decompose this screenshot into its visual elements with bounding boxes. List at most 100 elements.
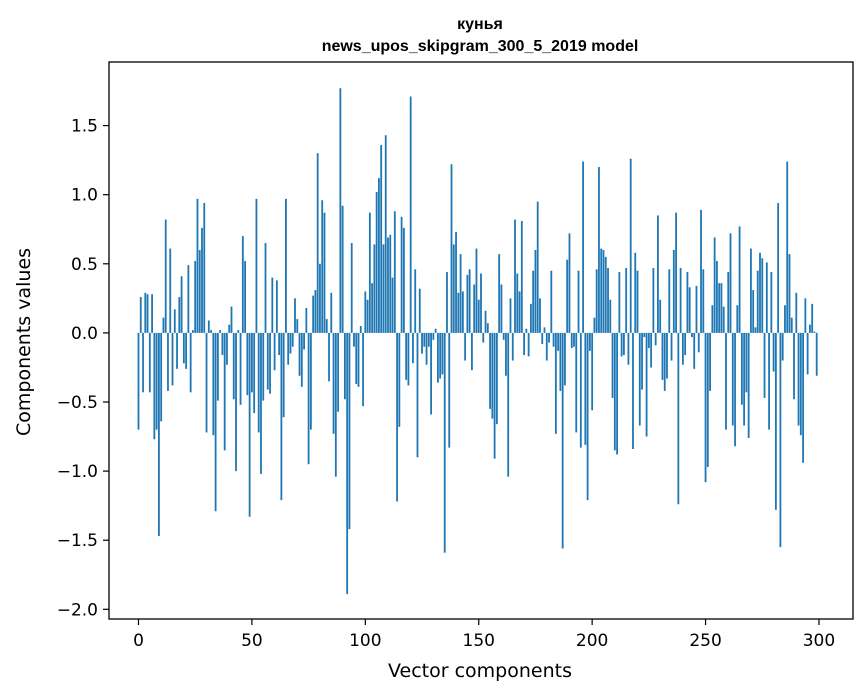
- bar: [623, 332, 625, 356]
- bar: [806, 332, 809, 375]
- bar: [246, 332, 249, 396]
- bar: [396, 332, 398, 502]
- bar: [793, 332, 795, 400]
- bar: [618, 272, 621, 333]
- bar: [407, 332, 410, 386]
- bar: [611, 332, 614, 398]
- bar: [237, 330, 240, 333]
- bar: [768, 332, 770, 430]
- y-tick-label: −0.5: [57, 393, 98, 413]
- y-tick-label: 1.5: [71, 117, 98, 137]
- bar: [532, 270, 535, 333]
- bar: [593, 317, 596, 333]
- bar: [545, 332, 548, 361]
- bar: [139, 296, 142, 333]
- bar: [244, 261, 246, 333]
- bar: [412, 332, 414, 364]
- bar: [554, 332, 557, 434]
- bar: [616, 332, 618, 455]
- bar: [273, 332, 276, 371]
- bar: [784, 305, 786, 333]
- bar: [368, 212, 371, 333]
- x-tick-label: 50: [241, 631, 263, 651]
- bar: [761, 258, 764, 333]
- bar: [455, 232, 457, 333]
- x-tick-label: 0: [133, 631, 144, 651]
- bar: [559, 332, 562, 391]
- bar: [811, 303, 814, 333]
- bar: [180, 276, 183, 333]
- bar: [702, 269, 705, 333]
- bar: [530, 303, 532, 333]
- bar: [643, 332, 646, 338]
- bar: [539, 298, 541, 333]
- bar: [716, 261, 718, 333]
- bar: [421, 332, 423, 354]
- bar: [720, 283, 723, 333]
- bar: [636, 270, 639, 333]
- bar: [155, 332, 158, 430]
- bar: [550, 270, 553, 333]
- bar: [668, 269, 671, 333]
- bar: [321, 200, 324, 333]
- bar: [398, 332, 401, 427]
- bar: [566, 259, 569, 333]
- bar: [164, 219, 167, 333]
- bar: [364, 291, 367, 333]
- bar: [441, 332, 444, 375]
- bar: [484, 310, 487, 333]
- bar: [212, 332, 215, 436]
- bar: [641, 332, 643, 390]
- bar: [137, 332, 140, 430]
- bar: [473, 284, 476, 333]
- bar: [688, 287, 691, 333]
- axis-ticks: 0 50 100 150 200 250 300 −2.0 −1.5 −1.0 −0.5 0.0 0.5…: [57, 117, 835, 651]
- bar: [525, 328, 528, 333]
- bar: [271, 277, 274, 333]
- bar: [182, 332, 185, 364]
- bar: [257, 332, 260, 433]
- bar: [577, 270, 580, 333]
- bar: [205, 332, 208, 433]
- bar: [235, 332, 237, 472]
- chart-subtitle: news_upos_skipgram_300_5_2019 model: [322, 38, 639, 55]
- y-tick-label: 0.5: [71, 255, 98, 275]
- bar: [493, 332, 496, 459]
- bar: [378, 178, 380, 333]
- bar: [459, 254, 462, 333]
- bar: [675, 212, 677, 333]
- bar: [187, 265, 190, 333]
- bar: [695, 285, 698, 333]
- bar: [795, 292, 798, 333]
- bar: [586, 332, 589, 501]
- bar: [375, 191, 378, 333]
- bar: [813, 331, 816, 333]
- bar: [543, 327, 546, 333]
- bar: [709, 332, 711, 391]
- y-tick-label: −1.0: [57, 462, 98, 482]
- bar: [734, 332, 736, 447]
- bar: [201, 227, 203, 333]
- bar: [650, 332, 653, 368]
- bar: [736, 305, 739, 333]
- bar: [498, 254, 501, 333]
- bar: [548, 332, 550, 343]
- bar: [409, 96, 412, 333]
- bar: [393, 211, 396, 333]
- plot-frame: [108, 61, 854, 620]
- y-tick-label: −1.5: [57, 531, 98, 551]
- bar: [659, 299, 662, 333]
- bar: [722, 306, 725, 333]
- bar: [486, 323, 489, 333]
- bar: [216, 332, 219, 401]
- bar: [207, 320, 210, 333]
- bar: [759, 252, 761, 333]
- bar: [507, 332, 510, 477]
- bar: [144, 292, 147, 333]
- bar: [609, 299, 612, 333]
- bar: [738, 226, 741, 333]
- bar: [788, 254, 791, 333]
- bar: [511, 332, 514, 361]
- bar: [289, 332, 292, 354]
